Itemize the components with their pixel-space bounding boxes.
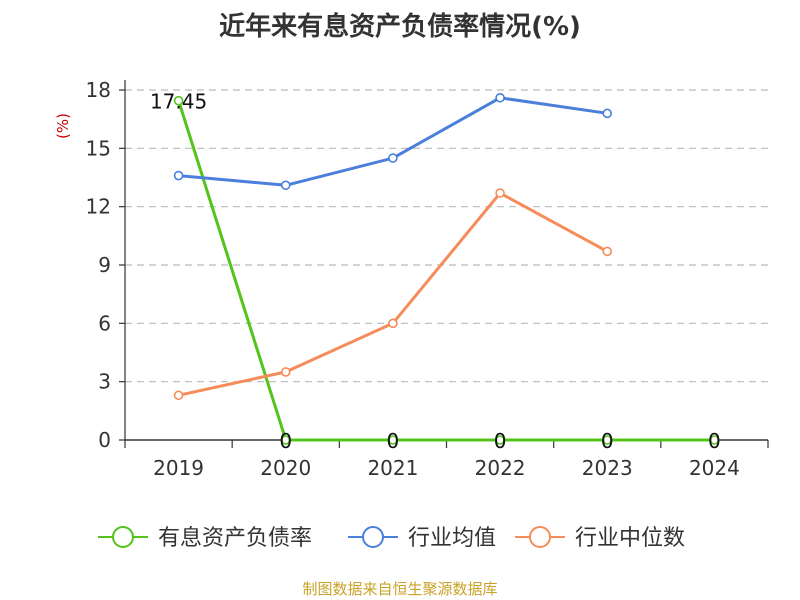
series-line xyxy=(177,100,715,442)
legend-item-0: 有息资产负债率 xyxy=(98,526,312,551)
data-label: 0 xyxy=(387,429,400,453)
y-axis-title: (%) xyxy=(54,113,72,139)
y-tick-label: 15 xyxy=(86,136,111,160)
data-point xyxy=(709,435,720,445)
data-label: 0 xyxy=(279,429,292,453)
data-point xyxy=(280,435,291,445)
y-tick-label: 9 xyxy=(98,253,111,277)
x-tick-label: 2021 xyxy=(367,456,418,480)
data-point xyxy=(173,170,184,181)
legend-label: 行业均值 xyxy=(408,526,496,551)
y-tick-label: 12 xyxy=(86,195,111,219)
data-label: 17.45 xyxy=(150,90,207,114)
y-tick-label: 0 xyxy=(98,428,111,452)
legend: 有息资产负债率 行业均值 行业中位数 xyxy=(98,526,685,551)
data-label: 0 xyxy=(601,429,614,453)
data-point xyxy=(173,95,184,106)
series-0 xyxy=(173,95,720,445)
data-point xyxy=(495,435,505,445)
series-line xyxy=(178,191,609,397)
source-note: 制图数据来自恒生聚源数据库 xyxy=(302,580,498,598)
y-tick-label: 6 xyxy=(98,311,111,335)
data-point xyxy=(602,435,613,445)
axes: 0 3 6 9 12 15 18 2019 2020 2021 2022 2023 2024 (%) xyxy=(54,78,769,480)
series-lines xyxy=(173,92,720,445)
data-point xyxy=(495,188,505,198)
legend-marker xyxy=(362,526,384,548)
x-tick-label: 2024 xyxy=(689,456,740,480)
y-tick-label: 18 xyxy=(86,78,111,102)
x-tick-label: 2023 xyxy=(582,456,633,480)
x-tick-label: 2019 xyxy=(153,456,204,480)
data-point xyxy=(173,390,184,401)
data-label: 0 xyxy=(708,429,721,453)
legend-label: 有息资产负债率 xyxy=(158,526,312,551)
legend-label: 行业中位数 xyxy=(575,526,685,551)
data-point xyxy=(280,367,291,377)
data-label: 0 xyxy=(494,429,507,453)
data-point xyxy=(388,435,398,445)
series-line xyxy=(178,96,608,187)
data-point xyxy=(280,180,291,191)
series-2 xyxy=(173,188,613,401)
data-point xyxy=(388,318,398,329)
x-tick-label: 2022 xyxy=(475,456,526,480)
data-point xyxy=(388,153,398,163)
x-tick-label: 2020 xyxy=(260,456,311,480)
data-point xyxy=(602,108,613,119)
legend-item-1: 行业均值 xyxy=(348,526,496,551)
chart-title: 近年来有息资产负债率情况(%) xyxy=(219,12,581,42)
legend-marker xyxy=(529,526,551,548)
series-1 xyxy=(173,92,613,191)
data-point xyxy=(602,246,613,257)
data-point xyxy=(495,92,505,103)
legend-marker xyxy=(112,526,134,548)
legend-item-2: 行业中位数 xyxy=(515,526,685,551)
y-tick-label: 3 xyxy=(98,370,111,394)
data-labels: 17.45 0 0 0 0 0 xyxy=(150,90,721,453)
